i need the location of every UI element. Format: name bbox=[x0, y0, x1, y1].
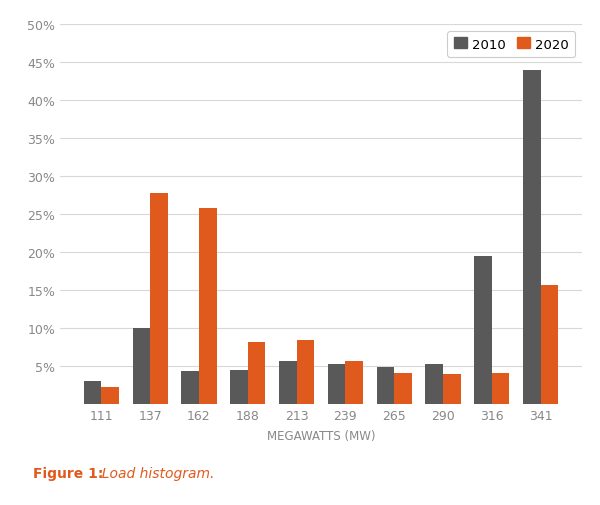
Text: Figure 1:: Figure 1: bbox=[33, 466, 103, 480]
Bar bbox=[199, 209, 217, 404]
Bar bbox=[425, 364, 443, 404]
Bar bbox=[230, 370, 248, 404]
Bar bbox=[84, 381, 101, 404]
Bar bbox=[377, 368, 394, 404]
Legend: 2010, 2020: 2010, 2020 bbox=[447, 32, 575, 58]
Bar bbox=[346, 362, 363, 404]
Bar bbox=[523, 71, 541, 404]
Bar bbox=[328, 364, 346, 404]
Bar bbox=[541, 285, 558, 404]
Bar bbox=[492, 374, 509, 404]
Text: Load histogram.: Load histogram. bbox=[93, 466, 214, 480]
Bar bbox=[248, 342, 265, 404]
Bar bbox=[133, 328, 150, 404]
X-axis label: MEGAWATTS (MW): MEGAWATTS (MW) bbox=[267, 429, 375, 442]
Bar bbox=[443, 375, 461, 404]
Bar bbox=[279, 361, 296, 404]
Bar bbox=[474, 257, 492, 404]
Bar bbox=[101, 387, 119, 404]
Bar bbox=[296, 340, 314, 404]
Bar bbox=[150, 193, 168, 404]
Bar bbox=[394, 374, 412, 404]
Bar bbox=[181, 372, 199, 404]
